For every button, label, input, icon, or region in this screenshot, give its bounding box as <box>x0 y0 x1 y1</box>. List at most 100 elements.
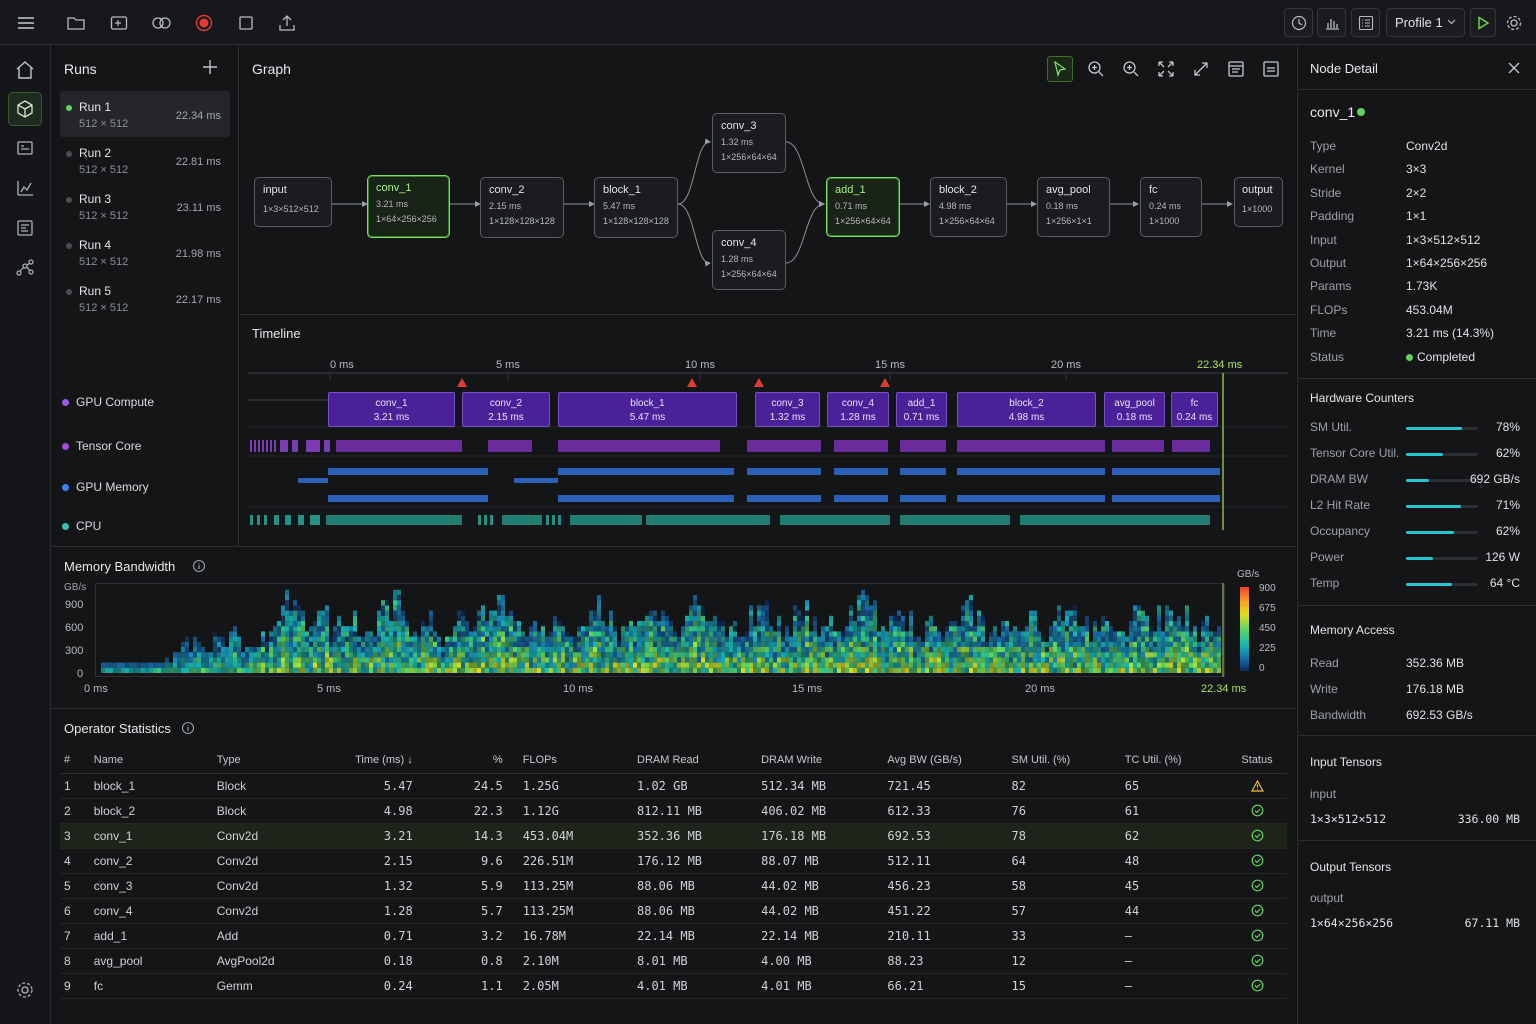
column-header[interactable]: Name <box>93 748 217 774</box>
run-item[interactable]: Run 4 512 × 512 21.98 ms <box>60 229 230 275</box>
timeline-op-block[interactable]: conv_3 1.32 ms <box>755 392 820 427</box>
graph-node-conv-3[interactable]: conv_3 1.32 ms 1×256×64×64 <box>712 113 786 173</box>
x-tick: 20 ms <box>1025 683 1055 695</box>
run-item[interactable]: Run 3 512 × 512 23.11 ms <box>60 183 230 229</box>
history-icon[interactable] <box>1284 8 1313 37</box>
column-header[interactable]: SM Util. (%) <box>1011 748 1125 774</box>
table-cell: 721.45 <box>887 773 1012 799</box>
settings-gear-icon[interactable] <box>1501 10 1527 36</box>
gear-icon[interactable] <box>8 973 42 1007</box>
list-icon[interactable] <box>1351 8 1380 37</box>
table-row[interactable]: 2 block_2 Block 4.98 22.3 1.12G 812.11 MB 406.0… <box>60 798 1287 824</box>
timeline-op-block[interactable]: block_1 5.47 ms <box>558 392 737 427</box>
node-time: 0.71 ms <box>835 201 868 211</box>
timeline-op-block[interactable]: fc 0.24 ms <box>1171 392 1218 427</box>
cube-icon[interactable] <box>8 92 42 126</box>
timeline-op-block[interactable]: conv_4 1.28 ms <box>827 392 889 427</box>
table-cell: 66.21 <box>887 973 1012 999</box>
zoom-out-icon[interactable] <box>1122 60 1140 78</box>
table-cell: 9.6 <box>424 848 523 874</box>
prop-key: Kernel <box>1310 162 1345 177</box>
cards-icon[interactable] <box>8 131 42 165</box>
column-header[interactable]: TC Util. (%) <box>1124 748 1228 774</box>
table-row[interactable]: 5 conv_3 Conv2d 1.32 5.9 113.25M 88.06 MB 44.02… <box>60 873 1287 899</box>
run-item[interactable]: Run 2 512 × 512 22.81 ms <box>60 137 230 183</box>
column-header[interactable]: Status <box>1227 748 1287 774</box>
timeline-tick: 15 ms <box>875 359 905 371</box>
lane-label: Tensor Core <box>76 439 142 453</box>
graph-node-conv-4[interactable]: conv_4 1.28 ms 1×256×64×64 <box>712 230 786 290</box>
graph-node-output[interactable]: output 1×1000 <box>1234 177 1283 227</box>
toggle-icon[interactable] <box>149 10 175 36</box>
x-tick: 10 ms <box>563 683 593 695</box>
table-cell: 1 <box>60 773 94 799</box>
stop-icon[interactable] <box>233 10 259 36</box>
run-name: Run 2 <box>79 146 112 160</box>
table-cell: 1.25G <box>522 773 637 799</box>
table-cell: 62 <box>1124 823 1228 849</box>
zoom-in-icon[interactable] <box>1087 60 1105 78</box>
timeline-panel: Timeline 0 ms 5 ms 10 ms 15 ms 20 ms 22.… <box>240 316 1296 546</box>
graph-node-conv-1[interactable]: conv_1 3.21 ms 1×64×256×256 <box>367 175 450 238</box>
table-row[interactable]: 7 add_1 Add 0.71 3.2 16.78M 22.14 MB 22.14 MB 21… <box>60 923 1287 949</box>
run-item[interactable]: Run 5 512 × 512 22.17 ms <box>60 275 230 321</box>
timeline-op-block[interactable]: add_1 0.71 ms <box>896 392 947 427</box>
graph-node-input[interactable]: input 1×3×512×512 <box>254 177 332 227</box>
column-header[interactable]: Avg BW (GB/s) <box>887 748 1012 774</box>
run-name: Run 3 <box>79 192 112 206</box>
table-cell: 5.7 <box>424 898 523 924</box>
close-icon[interactable] <box>1508 62 1520 74</box>
layout-icon[interactable] <box>1227 60 1245 78</box>
timeline-op-block[interactable]: block_2 4.98 ms <box>957 392 1096 427</box>
column-header[interactable]: DRAM Read <box>637 748 762 774</box>
import-icon[interactable] <box>106 10 132 36</box>
table-row[interactable]: 3 conv_1 Conv2d 3.21 14.3 453.04M 352.36 MB 176… <box>60 823 1287 849</box>
table-row[interactable]: 4 conv_2 Conv2d 2.15 9.6 226.51M 176.12 MB 88.0… <box>60 848 1287 874</box>
mem-title: Memory Access <box>1310 623 1395 637</box>
run-status-dot <box>66 289 72 295</box>
select-icon[interactable] <box>1047 56 1073 82</box>
chart-icon[interactable] <box>8 171 42 205</box>
add-run-icon[interactable] <box>202 59 218 75</box>
expand-icon[interactable] <box>1192 60 1210 78</box>
column-header[interactable]: # <box>60 748 94 774</box>
graph-node-block-2[interactable]: block_2 4.98 ms 1×256×64×64 <box>930 177 1007 237</box>
graph-node-block-1[interactable]: block_1 5.47 ms 1×128×128×128 <box>594 177 678 238</box>
folder-icon[interactable] <box>63 10 89 36</box>
record-icon[interactable] <box>191 10 217 36</box>
table-row[interactable]: 8 avg_pool AvgPool2d 0.18 0.8 2.10M 8.01 MB 4.0… <box>60 948 1287 974</box>
column-header[interactable]: Type <box>216 748 330 774</box>
node-shape: 1×256×64×64 <box>835 216 891 226</box>
y-tick: 0 <box>77 668 84 680</box>
fit-icon[interactable] <box>1157 60 1175 78</box>
run-item[interactable]: Run 1 512 × 512 22.34 ms <box>60 91 230 137</box>
report-icon[interactable] <box>8 211 42 245</box>
info-icon[interactable] <box>181 721 195 735</box>
counter-bar-fill <box>1406 427 1463 430</box>
graph-node-add-1[interactable]: add_1 0.71 ms 1×256×64×64 <box>826 177 900 237</box>
home-icon[interactable] <box>8 53 42 87</box>
timeline-op-block[interactable]: conv_1 3.21 ms <box>328 392 455 427</box>
column-header[interactable]: Time (ms) ↓ <box>329 748 425 774</box>
timeline-op-block[interactable]: avg_pool 0.18 ms <box>1104 392 1165 427</box>
bar-chart-icon[interactable] <box>1317 8 1346 37</box>
graph-node-avg-pool[interactable]: avg_pool 0.18 ms 1×256×1×1 <box>1037 177 1110 237</box>
save-icon[interactable] <box>1262 60 1280 78</box>
profile-select[interactable]: Profile 1 <box>1386 8 1465 37</box>
column-header[interactable]: % <box>424 748 523 774</box>
graph-node-fc[interactable]: fc 0.24 ms 1×1000 <box>1140 177 1202 237</box>
graph-node-conv-2[interactable]: conv_2 2.15 ms 1×128×128×128 <box>480 177 564 238</box>
column-header[interactable]: FLOPs <box>522 748 637 774</box>
export-icon[interactable] <box>274 10 300 36</box>
table-row[interactable]: 6 conv_4 Conv2d 1.28 5.7 113.25M 88.06 MB 44.02… <box>60 898 1287 924</box>
counter-value: 71% <box>1495 498 1520 512</box>
menu-icon[interactable] <box>13 10 39 36</box>
table-row[interactable]: 9 fc Gemm 0.24 1.1 2.05M 4.01 MB 4.01 MB 66.21 15… <box>60 973 1287 999</box>
table-row[interactable]: 1 block_1 Block 5.47 24.5 1.25G 1.02 GB 512.34 … <box>60 773 1287 799</box>
info-icon[interactable] <box>192 559 206 573</box>
run-button[interactable] <box>1470 8 1496 37</box>
status-cell <box>1227 823 1287 849</box>
column-header[interactable]: DRAM Write <box>761 748 888 774</box>
timeline-op-block[interactable]: conv_2 2.15 ms <box>462 392 550 427</box>
graph-nodes-icon[interactable] <box>8 251 42 285</box>
